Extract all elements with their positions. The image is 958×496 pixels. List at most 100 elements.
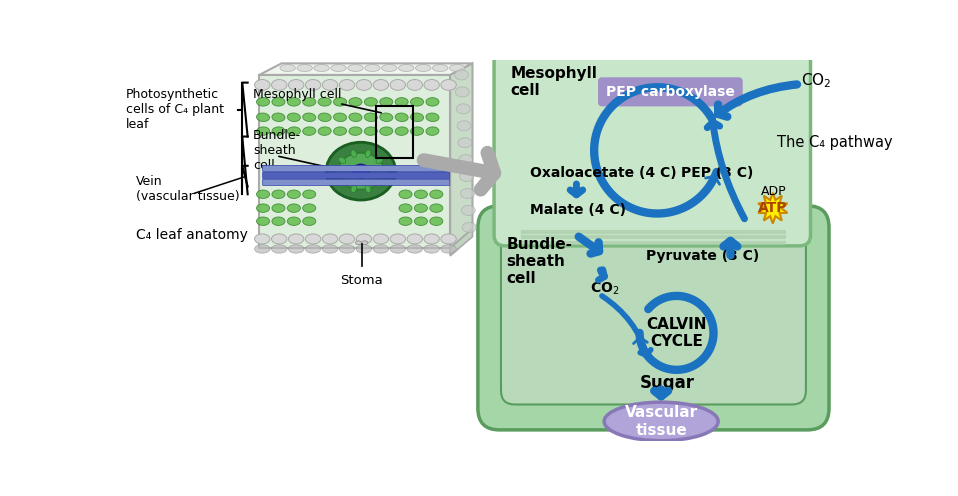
- Ellipse shape: [349, 98, 362, 106]
- Ellipse shape: [461, 188, 474, 198]
- Ellipse shape: [303, 190, 316, 198]
- Text: CO$_2$: CO$_2$: [801, 72, 832, 90]
- Ellipse shape: [280, 64, 295, 71]
- Ellipse shape: [365, 150, 371, 157]
- Ellipse shape: [306, 79, 321, 90]
- Ellipse shape: [356, 79, 372, 90]
- Ellipse shape: [288, 245, 304, 253]
- Ellipse shape: [257, 127, 269, 135]
- Ellipse shape: [426, 113, 439, 122]
- Ellipse shape: [415, 217, 427, 226]
- Ellipse shape: [430, 217, 443, 226]
- Ellipse shape: [272, 113, 285, 122]
- Text: Mesophyll cell: Mesophyll cell: [253, 88, 381, 113]
- Ellipse shape: [303, 127, 316, 135]
- Ellipse shape: [339, 179, 346, 185]
- Ellipse shape: [331, 64, 346, 71]
- Text: PEP (3 C): PEP (3 C): [681, 167, 754, 181]
- Text: Sugar: Sugar: [640, 374, 695, 392]
- Text: ATP: ATP: [758, 201, 787, 215]
- FancyBboxPatch shape: [478, 206, 829, 430]
- Ellipse shape: [314, 64, 330, 71]
- Ellipse shape: [426, 98, 439, 106]
- Ellipse shape: [426, 127, 439, 135]
- Text: Photosynthetic
cells of C₄ plant
leaf: Photosynthetic cells of C₄ plant leaf: [126, 88, 224, 131]
- Text: Bundle-
sheath
cell: Bundle- sheath cell: [507, 237, 572, 286]
- Ellipse shape: [380, 169, 388, 174]
- Ellipse shape: [288, 79, 304, 90]
- Text: CO$_2$: CO$_2$: [590, 281, 620, 297]
- Ellipse shape: [441, 79, 456, 90]
- Polygon shape: [758, 193, 787, 224]
- Ellipse shape: [462, 205, 475, 215]
- Ellipse shape: [381, 64, 397, 71]
- Ellipse shape: [395, 98, 408, 106]
- Ellipse shape: [379, 113, 393, 122]
- Ellipse shape: [411, 127, 423, 135]
- Ellipse shape: [356, 234, 372, 244]
- Ellipse shape: [424, 79, 440, 90]
- Ellipse shape: [271, 245, 287, 253]
- Ellipse shape: [449, 64, 465, 71]
- Ellipse shape: [272, 190, 285, 198]
- Text: Stoma: Stoma: [340, 274, 383, 287]
- Ellipse shape: [361, 241, 368, 245]
- Ellipse shape: [364, 113, 377, 122]
- Ellipse shape: [407, 79, 422, 90]
- FancyBboxPatch shape: [262, 179, 449, 186]
- Ellipse shape: [441, 234, 456, 244]
- Ellipse shape: [306, 245, 321, 253]
- Ellipse shape: [365, 64, 380, 71]
- Ellipse shape: [390, 79, 405, 90]
- Text: Oxaloacetate (4 C): Oxaloacetate (4 C): [530, 167, 677, 181]
- Ellipse shape: [374, 245, 389, 253]
- Ellipse shape: [390, 234, 405, 244]
- Ellipse shape: [351, 185, 356, 192]
- Ellipse shape: [255, 245, 270, 253]
- Ellipse shape: [459, 155, 472, 165]
- Ellipse shape: [333, 127, 347, 135]
- Ellipse shape: [333, 113, 347, 122]
- Ellipse shape: [364, 127, 377, 135]
- Ellipse shape: [399, 217, 412, 226]
- Ellipse shape: [287, 204, 301, 212]
- Ellipse shape: [407, 245, 422, 253]
- Text: ADP: ADP: [762, 186, 787, 198]
- Text: Mesophyll
cell: Mesophyll cell: [511, 65, 597, 98]
- Ellipse shape: [297, 64, 312, 71]
- Ellipse shape: [364, 98, 377, 106]
- Ellipse shape: [255, 79, 270, 90]
- FancyBboxPatch shape: [494, 50, 810, 246]
- Text: Pyruvate (3 C): Pyruvate (3 C): [646, 249, 759, 263]
- Ellipse shape: [271, 79, 287, 90]
- Ellipse shape: [390, 245, 405, 253]
- Ellipse shape: [272, 204, 285, 212]
- Text: CALVIN
CYCLE: CALVIN CYCLE: [647, 316, 707, 349]
- Ellipse shape: [272, 217, 285, 226]
- Ellipse shape: [430, 190, 443, 198]
- Ellipse shape: [416, 64, 431, 71]
- Ellipse shape: [395, 127, 408, 135]
- Ellipse shape: [349, 127, 362, 135]
- Ellipse shape: [432, 64, 447, 71]
- Ellipse shape: [376, 157, 383, 164]
- Ellipse shape: [272, 98, 285, 106]
- Ellipse shape: [306, 234, 321, 244]
- Ellipse shape: [457, 121, 471, 131]
- Ellipse shape: [604, 402, 718, 440]
- Text: The C₄ pathway: The C₄ pathway: [777, 135, 892, 150]
- Ellipse shape: [349, 113, 362, 122]
- Ellipse shape: [365, 185, 371, 192]
- Ellipse shape: [257, 217, 269, 226]
- Text: PEP carboxylase: PEP carboxylase: [606, 85, 735, 99]
- FancyBboxPatch shape: [260, 75, 450, 248]
- Ellipse shape: [424, 234, 440, 244]
- Ellipse shape: [339, 234, 354, 244]
- Ellipse shape: [326, 142, 396, 200]
- Ellipse shape: [287, 217, 301, 226]
- FancyBboxPatch shape: [599, 78, 742, 106]
- Ellipse shape: [462, 222, 476, 233]
- Ellipse shape: [458, 138, 472, 148]
- Text: Vein
(vascular tissue): Vein (vascular tissue): [136, 175, 240, 203]
- Ellipse shape: [303, 113, 316, 122]
